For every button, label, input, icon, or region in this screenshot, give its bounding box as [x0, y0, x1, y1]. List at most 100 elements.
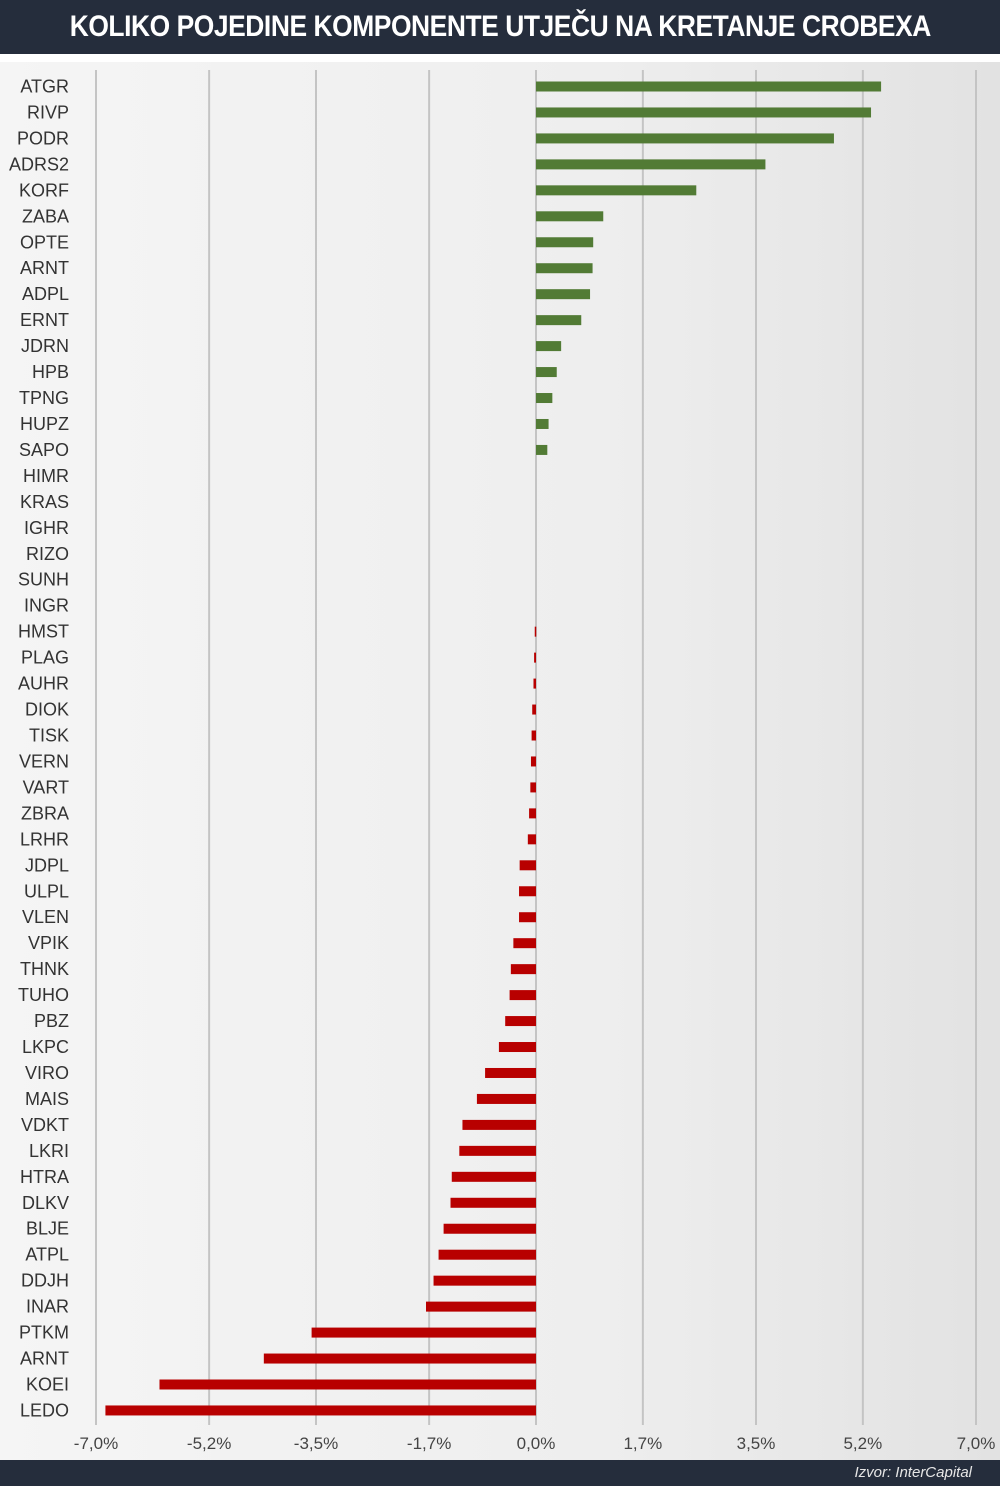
- category-label: HIMR: [23, 466, 69, 486]
- x-tick-label: 1,7%: [623, 1434, 662, 1453]
- bar: [519, 912, 536, 923]
- bar: [532, 704, 536, 715]
- category-label: TISK: [29, 726, 69, 746]
- bar: [536, 315, 582, 326]
- category-label: ZBRA: [21, 803, 69, 823]
- bar: [498, 1042, 536, 1053]
- category-label: TPNG: [19, 388, 69, 408]
- bar: [433, 1275, 536, 1286]
- category-label: ATPL: [25, 1245, 69, 1265]
- bar: [536, 107, 872, 118]
- x-tick-label: -1,7%: [407, 1434, 451, 1453]
- category-label: KORF: [19, 180, 69, 200]
- category-label: VERN: [19, 751, 69, 771]
- bar: [529, 808, 536, 819]
- category-label: AUHR: [18, 674, 69, 694]
- category-label: ERNT: [20, 310, 69, 330]
- bar: [459, 1145, 536, 1156]
- category-label: ADPL: [22, 284, 69, 304]
- category-label: ARNT: [20, 1349, 69, 1369]
- bar: [533, 678, 536, 689]
- bar: [263, 1353, 536, 1364]
- bar: [509, 990, 536, 1001]
- chart-title: KOLIKO POJEDINE KOMPONENTE UTJEČU NA KRE…: [69, 10, 931, 43]
- category-label: RIZO: [26, 544, 69, 564]
- bar: [530, 782, 536, 793]
- bar: [450, 1197, 536, 1208]
- category-label: ADRS2: [9, 154, 69, 174]
- footer-bar: Izvor: InterCapital: [0, 1460, 1000, 1486]
- x-tick-label: 7,0%: [957, 1434, 996, 1453]
- category-label: VDKT: [21, 1115, 69, 1135]
- category-label: SUNH: [18, 570, 69, 590]
- category-label: ULPL: [24, 881, 69, 901]
- category-label: RIVP: [27, 102, 69, 122]
- category-label: VIRO: [25, 1063, 69, 1083]
- category-label: VART: [23, 777, 69, 797]
- category-label: ATGR: [20, 77, 69, 97]
- category-label: HMST: [18, 622, 69, 642]
- category-label: INAR: [26, 1297, 69, 1317]
- source-note: Izvor: InterCapital: [854, 1464, 972, 1481]
- category-label: PODR: [17, 128, 69, 148]
- bar: [513, 938, 536, 949]
- x-tick-label: -3,5%: [294, 1434, 338, 1453]
- category-label: ARNT: [20, 258, 69, 278]
- chart-header: KOLIKO POJEDINE KOMPONENTE UTJEČU NA KRE…: [0, 0, 1000, 54]
- category-label: PTKM: [19, 1323, 69, 1343]
- bar: [531, 730, 536, 741]
- category-label: INGR: [24, 596, 69, 616]
- category-label: DIOK: [25, 700, 69, 720]
- bar: [519, 886, 536, 897]
- header-separator: [0, 54, 1000, 60]
- bar: [534, 626, 537, 637]
- gridlines: [95, 70, 977, 1425]
- category-label: PBZ: [34, 1011, 69, 1031]
- x-tick-label: -7,0%: [74, 1434, 118, 1453]
- category-label: KRAS: [20, 492, 69, 512]
- category-label: HUPZ: [20, 414, 69, 434]
- category-label: LKRI: [29, 1141, 69, 1161]
- x-tick-label: -5,2%: [187, 1434, 231, 1453]
- bar: [530, 756, 536, 767]
- bar: [476, 1093, 536, 1104]
- category-labels: ATGR RIVP PODR ADRS2 KORF ZABA OPTE ARNT ADPL ERN…: [9, 77, 69, 1421]
- bar: [536, 418, 549, 429]
- bar: [536, 159, 766, 170]
- bar: [536, 341, 562, 352]
- bar: [519, 860, 536, 871]
- bar: [536, 367, 557, 378]
- bar: [462, 1119, 536, 1130]
- x-tick-label: 0,0%: [517, 1434, 556, 1453]
- bar: [536, 393, 553, 404]
- category-label: LEDO: [20, 1400, 69, 1420]
- bar: [505, 1016, 536, 1027]
- category-label: OPTE: [20, 232, 69, 252]
- category-label: THNK: [20, 959, 69, 979]
- bar: [438, 1249, 536, 1260]
- category-label: TUHO: [18, 985, 69, 1005]
- category-label: JDRN: [21, 336, 69, 356]
- category-label: ZABA: [22, 206, 69, 226]
- x-axis-tick-labels: -7,0% -5,2% -3,5% -1,7% 0,0% 1,7% 3,5% 5,2% 7,0%: [74, 1434, 996, 1453]
- category-label: SAPO: [19, 440, 69, 460]
- x-tick-label: 5,2%: [843, 1434, 882, 1453]
- bar: [311, 1327, 536, 1338]
- category-label: HPB: [32, 362, 69, 382]
- category-label: LKPC: [22, 1037, 69, 1057]
- category-label: MAIS: [25, 1089, 69, 1109]
- bar: [536, 263, 593, 274]
- bar: [510, 964, 536, 975]
- bar: [536, 185, 697, 196]
- bar: [451, 1171, 536, 1182]
- category-label: KOEI: [26, 1375, 69, 1395]
- bar: [443, 1223, 536, 1234]
- bar: [105, 1405, 536, 1416]
- category-label: VPIK: [28, 933, 69, 953]
- category-label: LRHR: [20, 829, 69, 849]
- category-label: IGHR: [24, 518, 69, 538]
- bar: [485, 1067, 536, 1078]
- category-label: PLAG: [21, 648, 69, 668]
- bar: [536, 289, 591, 300]
